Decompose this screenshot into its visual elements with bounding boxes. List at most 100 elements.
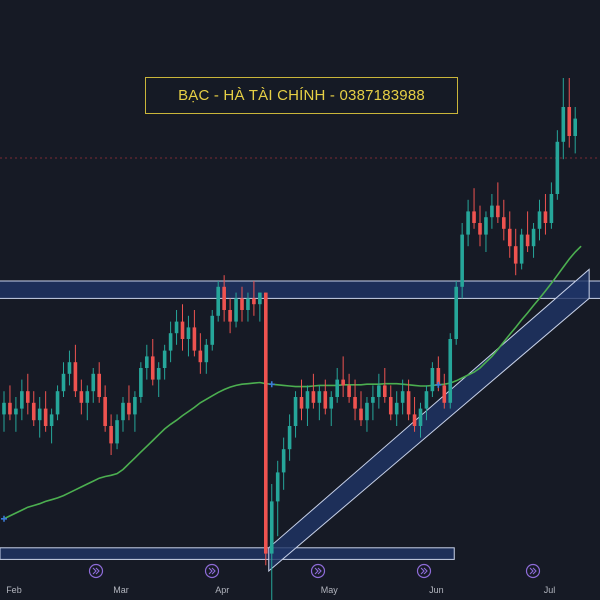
candle bbox=[139, 362, 143, 403]
candle-body bbox=[73, 362, 78, 392]
candle bbox=[537, 199, 542, 241]
candle-body bbox=[287, 426, 292, 450]
candle-body bbox=[281, 449, 286, 473]
candle-body bbox=[406, 391, 411, 415]
candle-body bbox=[246, 298, 250, 310]
candle bbox=[394, 391, 399, 426]
candle bbox=[55, 385, 60, 421]
candle-body bbox=[240, 298, 244, 310]
candle-body bbox=[228, 310, 232, 322]
candle bbox=[472, 188, 476, 229]
candle-body bbox=[252, 298, 256, 305]
ma-cross-marker bbox=[268, 381, 275, 388]
candles-layer bbox=[2, 78, 577, 600]
x-axis: Feb Mar Apr May Jun Jul bbox=[6, 585, 555, 595]
candle-body bbox=[400, 391, 405, 403]
candle-body bbox=[264, 292, 268, 554]
candle-body bbox=[329, 397, 334, 409]
candle bbox=[513, 228, 518, 276]
forward-event-icon bbox=[88, 563, 104, 579]
candle bbox=[299, 379, 304, 421]
candle-body bbox=[353, 397, 357, 409]
candle bbox=[460, 223, 464, 299]
candle bbox=[73, 344, 78, 397]
candle-body bbox=[275, 472, 280, 502]
candle-body bbox=[216, 286, 220, 316]
x-tick-label: Jun bbox=[429, 585, 444, 595]
candle bbox=[549, 182, 554, 229]
candle-body bbox=[14, 408, 18, 415]
candle-body bbox=[180, 321, 185, 339]
candle bbox=[210, 310, 215, 351]
candle bbox=[204, 339, 209, 374]
forward-event-icon bbox=[416, 563, 432, 579]
candle bbox=[85, 385, 90, 421]
candle-body bbox=[377, 385, 381, 397]
candle bbox=[561, 78, 566, 160]
candle-body bbox=[502, 217, 506, 229]
event-icon-chevrons bbox=[529, 567, 537, 575]
candle bbox=[37, 397, 42, 438]
candle bbox=[180, 304, 185, 351]
candle-body bbox=[484, 217, 488, 235]
candle-body bbox=[507, 228, 512, 247]
candle bbox=[246, 292, 250, 322]
forward-event-icon bbox=[525, 563, 541, 579]
candle-body bbox=[26, 391, 30, 403]
candle-body bbox=[454, 286, 458, 339]
candle bbox=[490, 194, 494, 229]
candle-body bbox=[323, 391, 328, 409]
events-layer bbox=[88, 563, 541, 579]
candle bbox=[26, 373, 30, 415]
candle-body bbox=[20, 391, 24, 409]
ma-cross-marker bbox=[435, 381, 442, 388]
candle-body bbox=[37, 408, 42, 421]
candle-body bbox=[198, 350, 203, 363]
candle-body bbox=[133, 397, 137, 415]
candle-body bbox=[567, 107, 572, 136]
candle-body bbox=[305, 391, 310, 409]
candle bbox=[466, 199, 470, 247]
candle-body bbox=[61, 373, 66, 392]
candle bbox=[8, 385, 12, 421]
candle-body bbox=[121, 402, 125, 421]
candle-body bbox=[174, 321, 179, 334]
moving-average-line bbox=[3, 245, 582, 520]
candle-body bbox=[2, 402, 6, 415]
candle-body bbox=[383, 385, 387, 397]
candle bbox=[150, 339, 155, 386]
zones-layer bbox=[0, 268, 600, 573]
candle bbox=[109, 414, 113, 455]
candle bbox=[442, 373, 447, 409]
candle-body bbox=[210, 315, 215, 345]
candle-body bbox=[430, 368, 435, 392]
candle bbox=[519, 228, 524, 270]
candle-body bbox=[371, 397, 375, 403]
candle-body bbox=[186, 327, 191, 339]
candle bbox=[430, 362, 435, 397]
candle bbox=[186, 315, 191, 357]
candle bbox=[573, 107, 577, 154]
event-icon-ring bbox=[310, 563, 326, 579]
candle bbox=[192, 310, 197, 357]
candle-body bbox=[127, 402, 131, 415]
candle bbox=[264, 292, 268, 566]
candle bbox=[228, 298, 232, 334]
candle bbox=[293, 391, 298, 438]
candle-body bbox=[573, 118, 577, 136]
candle bbox=[567, 78, 572, 148]
candle bbox=[31, 391, 36, 426]
candle-body bbox=[222, 286, 226, 310]
candle bbox=[281, 437, 286, 490]
candle-body bbox=[317, 391, 322, 403]
event-icon-chevrons bbox=[208, 567, 216, 575]
candle-body bbox=[519, 234, 524, 264]
candle bbox=[531, 223, 536, 258]
candle bbox=[424, 385, 429, 421]
candle bbox=[507, 211, 512, 258]
candle-body bbox=[466, 211, 470, 235]
candle bbox=[222, 275, 226, 322]
candle bbox=[525, 211, 530, 252]
candle-body bbox=[347, 385, 351, 397]
event-icon-chevrons bbox=[92, 567, 100, 575]
